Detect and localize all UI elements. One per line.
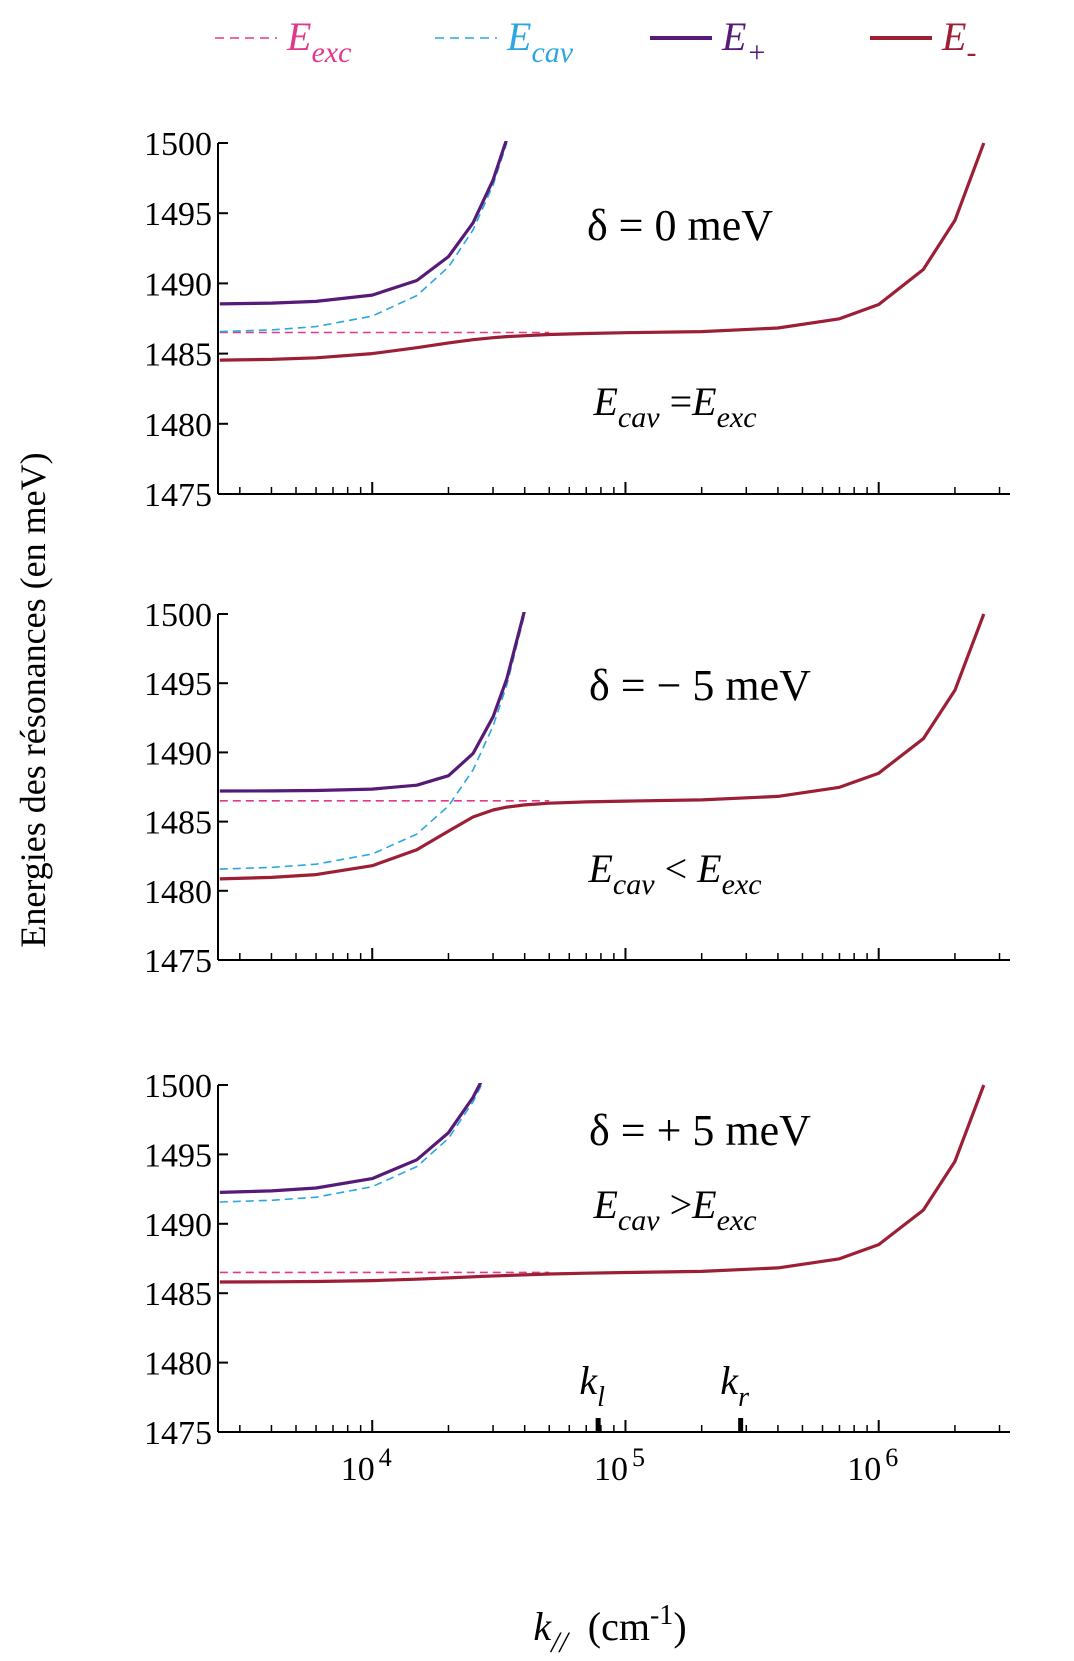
- series-line: [219, 612, 526, 793]
- y-axis-label: Energies des résonances (en meV): [13, 452, 53, 947]
- relation-label: Ecav < Eexc: [587, 846, 761, 901]
- x-tick-label: 10 6: [847, 1443, 898, 1488]
- series-line: [219, 1084, 483, 1203]
- y-tick-label: 1475: [144, 477, 212, 514]
- marker-sub: l: [597, 1382, 605, 1413]
- text-part: (cm: [568, 1604, 650, 1649]
- subscript: cav: [613, 868, 655, 901]
- legend-sub: cav: [531, 36, 573, 69]
- legend-name: E: [506, 14, 531, 59]
- series-line: [219, 613, 526, 870]
- y-tick-label: 1500: [144, 597, 212, 634]
- y-tick-label: 1485: [144, 337, 212, 374]
- y-tick-label: 1475: [144, 1415, 212, 1452]
- subscript: //: [549, 1626, 570, 1659]
- annotation: δ = − 5 meV: [589, 661, 811, 710]
- series-line: [219, 141, 508, 306]
- x-axis-label: k// (cm-1): [533, 1600, 686, 1659]
- tick-exponent: 4: [379, 1443, 392, 1472]
- annotation: δ = + 5 meV: [589, 1106, 811, 1155]
- series-line: [219, 142, 508, 333]
- tick-base: 10: [341, 1451, 375, 1488]
- legend-entry: E-: [941, 14, 976, 69]
- y-tick-label: 1480: [144, 407, 212, 444]
- tick-exponent: 5: [632, 1443, 645, 1472]
- series-line: [219, 613, 986, 881]
- superscript: -1: [650, 1600, 673, 1631]
- y-tick-label: 1490: [144, 735, 212, 772]
- text-part: >: [660, 1182, 693, 1227]
- marker-label: kr: [720, 1358, 749, 1413]
- text-part: E: [691, 1182, 716, 1227]
- subscript: exc: [717, 1204, 757, 1237]
- text-part: k: [533, 1604, 552, 1649]
- series-line: [219, 1084, 986, 1284]
- legend-name: E: [286, 14, 311, 59]
- text-part: <: [655, 846, 698, 891]
- y-tick-label: 1475: [144, 943, 212, 980]
- marker-label: kl: [579, 1358, 605, 1413]
- y-tick-label: 1485: [144, 805, 212, 842]
- legend-sub: +: [746, 36, 766, 69]
- relation-label: Ecav =Eexc: [592, 379, 756, 434]
- marker-sub: r: [738, 1382, 749, 1413]
- series-line: [219, 1083, 483, 1194]
- text-part: E: [587, 846, 612, 891]
- tick-base: 10: [847, 1451, 881, 1488]
- y-tick-label: 1490: [144, 1207, 212, 1244]
- y-tick-label: 1480: [144, 874, 212, 911]
- y-tick-label: 1480: [144, 1346, 212, 1383]
- relation-label: Ecav >Eexc: [592, 1182, 756, 1237]
- marker-name: k: [579, 1358, 598, 1403]
- text-part: E: [696, 846, 721, 891]
- x-tick-label: 10 5: [594, 1443, 645, 1488]
- legend-name: E: [721, 14, 746, 59]
- tick-exponent: 6: [885, 1443, 898, 1472]
- subscript: exc: [717, 401, 757, 434]
- text-part: ): [673, 1604, 686, 1649]
- y-tick-label: 1485: [144, 1276, 212, 1313]
- y-tick-label: 1500: [144, 126, 212, 163]
- text-part: =: [660, 379, 693, 424]
- y-tick-label: 1490: [144, 266, 212, 303]
- text-part: E: [592, 1182, 617, 1227]
- x-tick-label: 10 4: [341, 1443, 392, 1488]
- tick-base: 10: [594, 1451, 628, 1488]
- y-tick-label: 1495: [144, 666, 212, 703]
- legend-name: E: [941, 14, 966, 59]
- series-line: [219, 142, 986, 362]
- subscript: exc: [722, 868, 762, 901]
- subscript: cav: [618, 401, 660, 434]
- legend-entry: Eexc: [286, 14, 351, 69]
- subscript: cav: [618, 1204, 660, 1237]
- text-part: E: [691, 379, 716, 424]
- annotation: δ = 0 meV: [587, 201, 773, 250]
- y-tick-label: 1495: [144, 196, 212, 233]
- text-part: E: [592, 379, 617, 424]
- marker-name: k: [720, 1358, 739, 1403]
- y-tick-label: 1500: [144, 1068, 212, 1105]
- legend-entry: Ecav: [506, 14, 574, 69]
- legend-entry: E+: [721, 14, 767, 69]
- y-tick-label: 1495: [144, 1137, 212, 1174]
- legend-sub: exc: [311, 36, 351, 69]
- legend-sub: -: [966, 36, 976, 69]
